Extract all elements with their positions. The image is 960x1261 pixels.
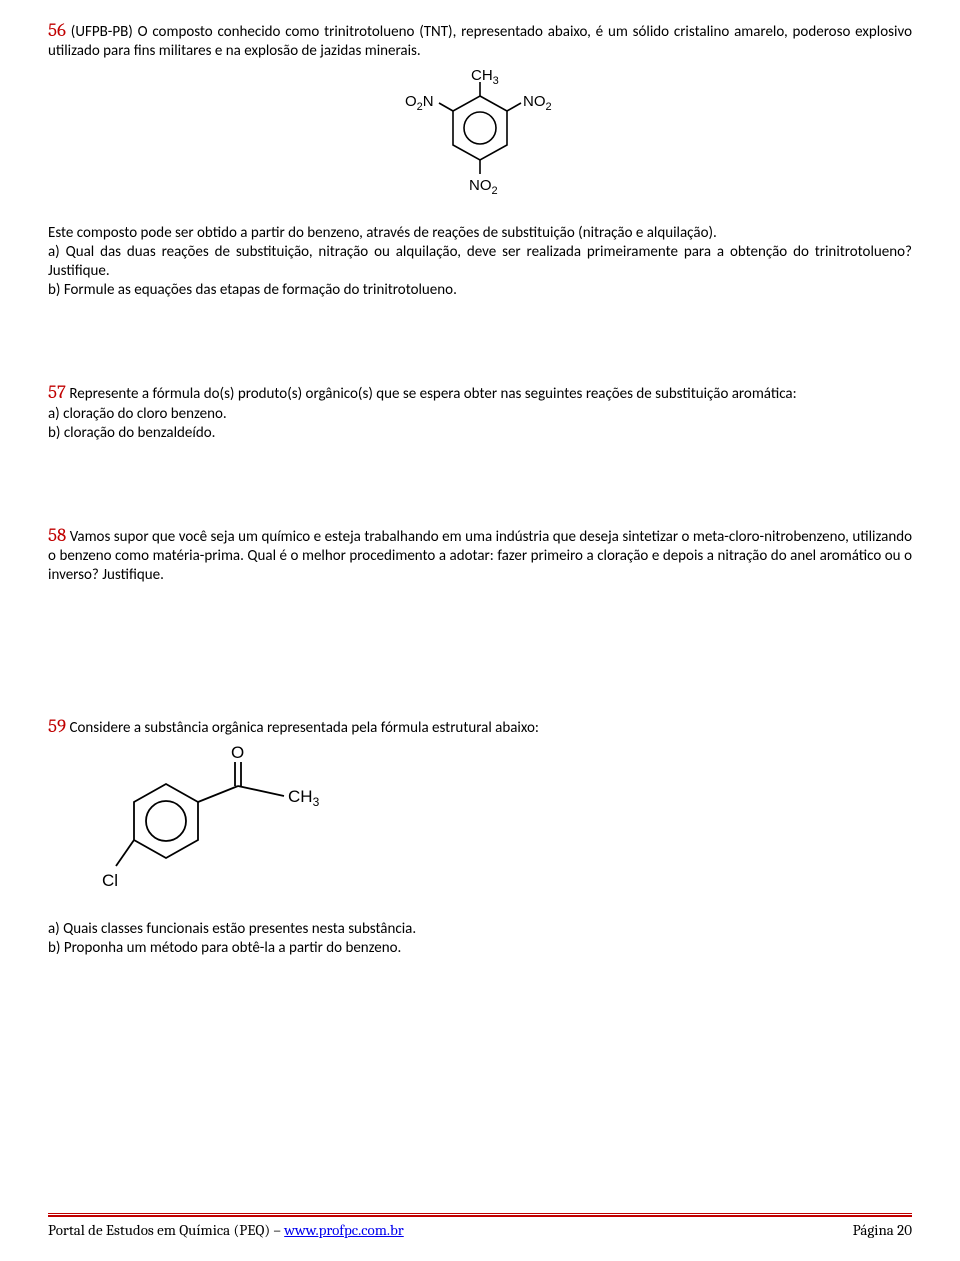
- footer-left-prefix: Portal de Estudos em Química (PEQ) –: [48, 1221, 284, 1239]
- svg-text:Cl: Cl: [102, 871, 118, 890]
- q57-intro-text: Represente a fórmula do(s) produto(s) or…: [66, 385, 797, 403]
- q58-intro-text: Vamos supor que você seja um químico e e…: [48, 528, 912, 585]
- q57-intro: 57 Represente a fórmula do(s) produto(s)…: [48, 380, 912, 404]
- q57-a: a) cloração do cloro benzeno.: [48, 405, 912, 424]
- q59-a: a) Quais classes funcionais estão presen…: [48, 920, 912, 939]
- svg-text:NO2: NO2: [523, 93, 552, 113]
- q56-figure: CH3 NO2 O2N NO2: [48, 68, 912, 218]
- svg-text:CH3: CH3: [288, 787, 320, 809]
- question-58: 58 Vamos supor que você seja um químico …: [48, 523, 912, 586]
- svg-text:O: O: [231, 744, 244, 762]
- footer-left: Portal de Estudos em Química (PEQ) – www…: [48, 1221, 404, 1239]
- question-57: 57 Represente a fórmula do(s) produto(s)…: [48, 380, 912, 443]
- footer-link[interactable]: www.profpc.com.br: [284, 1221, 404, 1239]
- q59-number: 59: [48, 715, 66, 737]
- page-footer: Portal de Estudos em Química (PEQ) – www…: [48, 1213, 912, 1239]
- question-56: 56 (UFPB-PB) O composto conhecido como t…: [48, 18, 912, 300]
- q56-intro-text: (UFPB-PB) O composto conhecido como trin…: [48, 23, 912, 60]
- q59-intro: 59 Considere a substância orgânica repre…: [48, 714, 912, 738]
- svg-text:NO2: NO2: [469, 177, 498, 197]
- q59-b: b) Proponha um método para obtê-la a par…: [48, 939, 912, 958]
- q59-figure: O CH3 Cl: [88, 744, 912, 914]
- question-59: 59 Considere a substância orgânica repre…: [48, 714, 912, 959]
- footer-line: Portal de Estudos em Química (PEQ) – www…: [48, 1221, 912, 1239]
- q57-b: b) cloração do benzaldeído.: [48, 424, 912, 443]
- q56-line3: a) Qual das duas reações de substituição…: [48, 243, 912, 281]
- svg-text:O2N: O2N: [405, 93, 434, 113]
- svg-text:CH3: CH3: [471, 68, 499, 87]
- acetophenone-structure-svg: O CH3 Cl: [88, 744, 348, 914]
- footer-rule: [48, 1213, 912, 1217]
- q59-intro-text: Considere a substância orgânica represen…: [66, 719, 539, 737]
- q56-line2: Este composto pode ser obtido a partir d…: [48, 224, 912, 243]
- q56-intro: 56 (UFPB-PB) O composto conhecido como t…: [48, 18, 912, 62]
- q58-intro: 58 Vamos supor que você seja um químico …: [48, 523, 912, 586]
- q57-number: 57: [48, 381, 66, 403]
- q56-line4: b) Formule as equações das etapas de for…: [48, 281, 912, 300]
- q58-number: 58: [48, 524, 66, 546]
- q56-number: 56: [48, 19, 66, 41]
- tnt-structure-svg: CH3 NO2 O2N NO2: [395, 68, 565, 218]
- footer-page-number: Página 20: [853, 1221, 912, 1239]
